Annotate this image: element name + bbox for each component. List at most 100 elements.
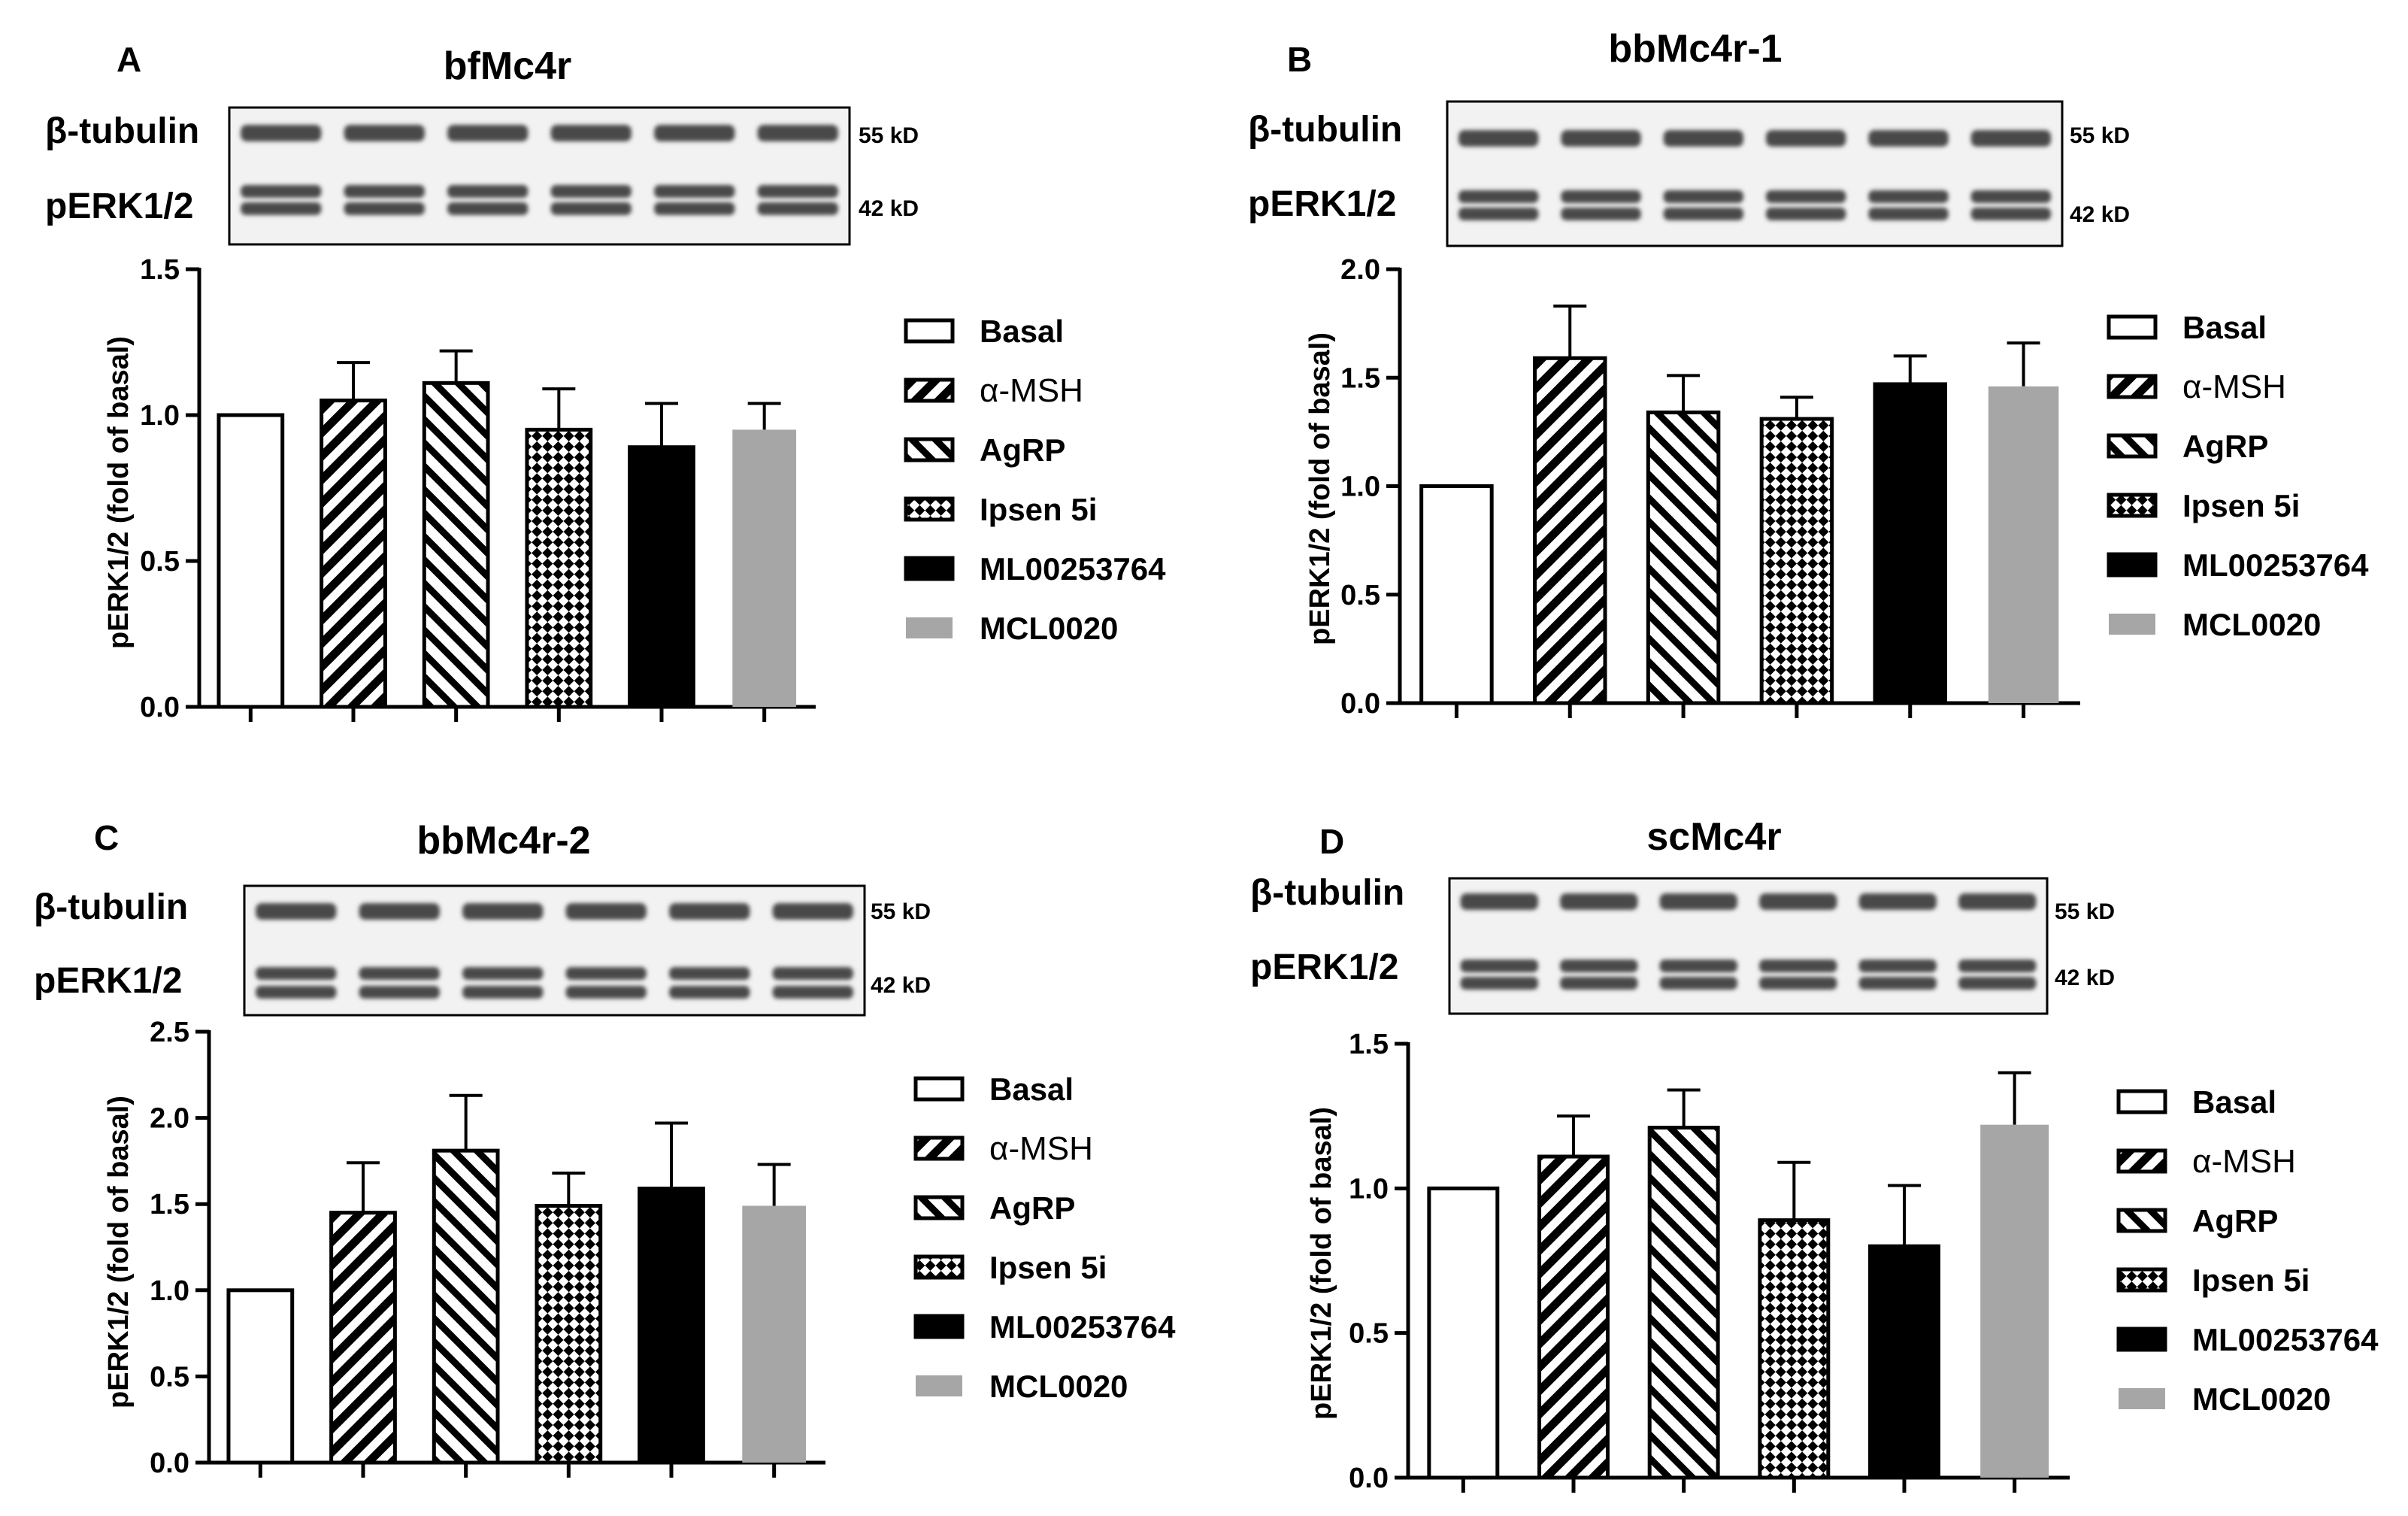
band-perk-upper — [1759, 960, 1837, 972]
blot-label-tubulin: β-tubulin — [34, 887, 188, 927]
blot-label-perk: pERK1/2 — [1248, 184, 1396, 224]
band-tubulin — [241, 125, 322, 141]
band-perk-lower — [256, 986, 337, 999]
band-tubulin — [1970, 130, 2052, 147]
band-perk-upper — [550, 185, 632, 198]
band-tubulin — [1759, 893, 1837, 910]
panel-d: D scMc4r β-tubulin pERK1/2 55 kD 42 kD p… — [1250, 815, 2379, 1494]
band-perk-lower — [1460, 977, 1538, 990]
panel-letter: D — [1319, 822, 1344, 861]
panel-title: scMc4r — [1646, 815, 1781, 859]
legend-swatch — [906, 617, 953, 638]
legend-swatch — [2116, 1089, 2167, 1114]
legend: Basal α-MSH AgRP Ipsen 5i ML00253764 MCL0020 — [904, 314, 1166, 646]
legend-label: MCL0020 — [989, 1369, 1128, 1404]
band-perk-lower — [1759, 977, 1837, 990]
band-perk-lower — [565, 986, 647, 999]
band-perk-lower — [757, 202, 838, 215]
band-perk-lower — [1858, 977, 1937, 990]
legend-label: Basal — [2182, 310, 2267, 345]
blot-bands — [256, 903, 853, 999]
y-tick-label: 1.5 — [1349, 1029, 1389, 1060]
band-perk-lower — [1560, 977, 1638, 990]
legend-swatch — [2107, 552, 2158, 578]
bar — [1868, 1244, 1940, 1480]
legend-label: α-MSH — [2192, 1143, 2296, 1180]
band-tubulin — [1560, 893, 1638, 910]
blot-label-tubulin: β-tubulin — [1248, 110, 1402, 150]
bar — [525, 427, 593, 709]
legend-label: Ipsen 5i — [980, 492, 1097, 527]
band-perk-lower — [359, 986, 440, 999]
panel-title: bbMc4r-2 — [416, 819, 590, 863]
panel-letter: B — [1287, 40, 1312, 79]
band-perk-lower — [1765, 208, 1846, 220]
band-perk-upper — [447, 185, 529, 198]
blot-bands — [241, 125, 838, 215]
bar — [1980, 1124, 2049, 1478]
y-tick-label: 0.5 — [1340, 580, 1380, 611]
legend-swatch — [913, 1254, 965, 1280]
y-tick-label: 1.5 — [150, 1189, 189, 1220]
band-perk-upper — [1858, 960, 1937, 972]
legend-label: AgRP — [2182, 429, 2268, 464]
band-perk-upper — [1458, 190, 1539, 203]
band-perk-lower — [654, 202, 735, 215]
band-perk-lower — [669, 986, 750, 999]
y-tick-label: 1.0 — [150, 1275, 189, 1307]
legend-swatch — [904, 437, 955, 462]
legend-label: Ipsen 5i — [2182, 488, 2300, 523]
bar — [1647, 1126, 1720, 1480]
band-perk-upper — [1663, 190, 1744, 203]
band-tubulin — [654, 125, 735, 141]
band-tubulin — [669, 903, 750, 920]
legend: Basal α-MSH AgRP Ipsen 5i ML00253764 MCL0020 — [913, 1072, 1176, 1404]
band-perk-lower — [1561, 208, 1641, 220]
y-axis-label: pERK1/2 (fold of basal) — [103, 336, 135, 649]
kd-label-42: 42 kD — [871, 973, 931, 998]
blot-label-tubulin: β-tubulin — [1250, 873, 1404, 913]
y-tick-label: 0.5 — [1349, 1318, 1389, 1350]
panel-a: A bfMc4r β-tubulin pERK1/2 55 kD 42 kD p… — [45, 40, 1166, 723]
western-blot — [1446, 100, 2064, 247]
legend: Basal α-MSH AgRP Ipsen 5i ML00253764 MCL0020 — [2107, 310, 2369, 642]
band-tubulin — [1958, 893, 2037, 910]
legend-swatch — [2109, 614, 2155, 635]
legend-label: Basal — [980, 314, 1064, 349]
band-perk-upper — [772, 967, 853, 980]
y-tick-label: 0.0 — [140, 692, 180, 723]
legend-swatch — [916, 1375, 962, 1396]
legend-label: Basal — [2192, 1084, 2276, 1120]
panel-b: B bbMc4r-1 β-tubulin pERK1/2 55 kD 42 kD… — [1248, 27, 2369, 720]
band-perk-upper — [1868, 190, 1949, 203]
legend-swatch — [2119, 1388, 2165, 1409]
legend-swatch — [2116, 1148, 2167, 1174]
legend-label: Ipsen 5i — [989, 1250, 1107, 1285]
legend-label: AgRP — [2192, 1203, 2278, 1239]
legend: Basal α-MSH AgRP Ipsen 5i ML00253764 MCL0020 — [2116, 1084, 2379, 1417]
legend-label: ML00253764 — [2192, 1322, 2379, 1357]
band-perk-upper — [1659, 960, 1737, 972]
legend-swatch — [913, 1314, 965, 1339]
band-perk-lower — [344, 202, 425, 215]
band-tubulin — [256, 903, 337, 920]
panel-letter: C — [94, 818, 119, 857]
y-tick-label: 2.0 — [150, 1103, 189, 1135]
legend-swatch — [904, 318, 955, 344]
band-perk-lower — [241, 202, 322, 215]
bar — [1873, 382, 1948, 705]
band-tubulin — [1460, 893, 1538, 910]
band-perk-lower — [1663, 208, 1744, 220]
kd-label-55: 55 kD — [859, 123, 919, 148]
bar-chart: 0.0 0.5 1.0 1.5 2.0 — [1340, 254, 2080, 720]
band-perk-lower — [772, 986, 853, 999]
y-tick-label: 1.5 — [1340, 362, 1380, 394]
band-perk-upper — [1561, 190, 1641, 203]
western-blot — [228, 106, 851, 246]
legend-label: ML00253764 — [2182, 547, 2369, 583]
legend-swatch — [904, 556, 955, 581]
blot-label-perk: pERK1/2 — [45, 186, 193, 226]
bar — [1988, 386, 2059, 703]
band-tubulin — [1765, 130, 1846, 147]
y-tick-label: 1.0 — [1340, 471, 1380, 503]
